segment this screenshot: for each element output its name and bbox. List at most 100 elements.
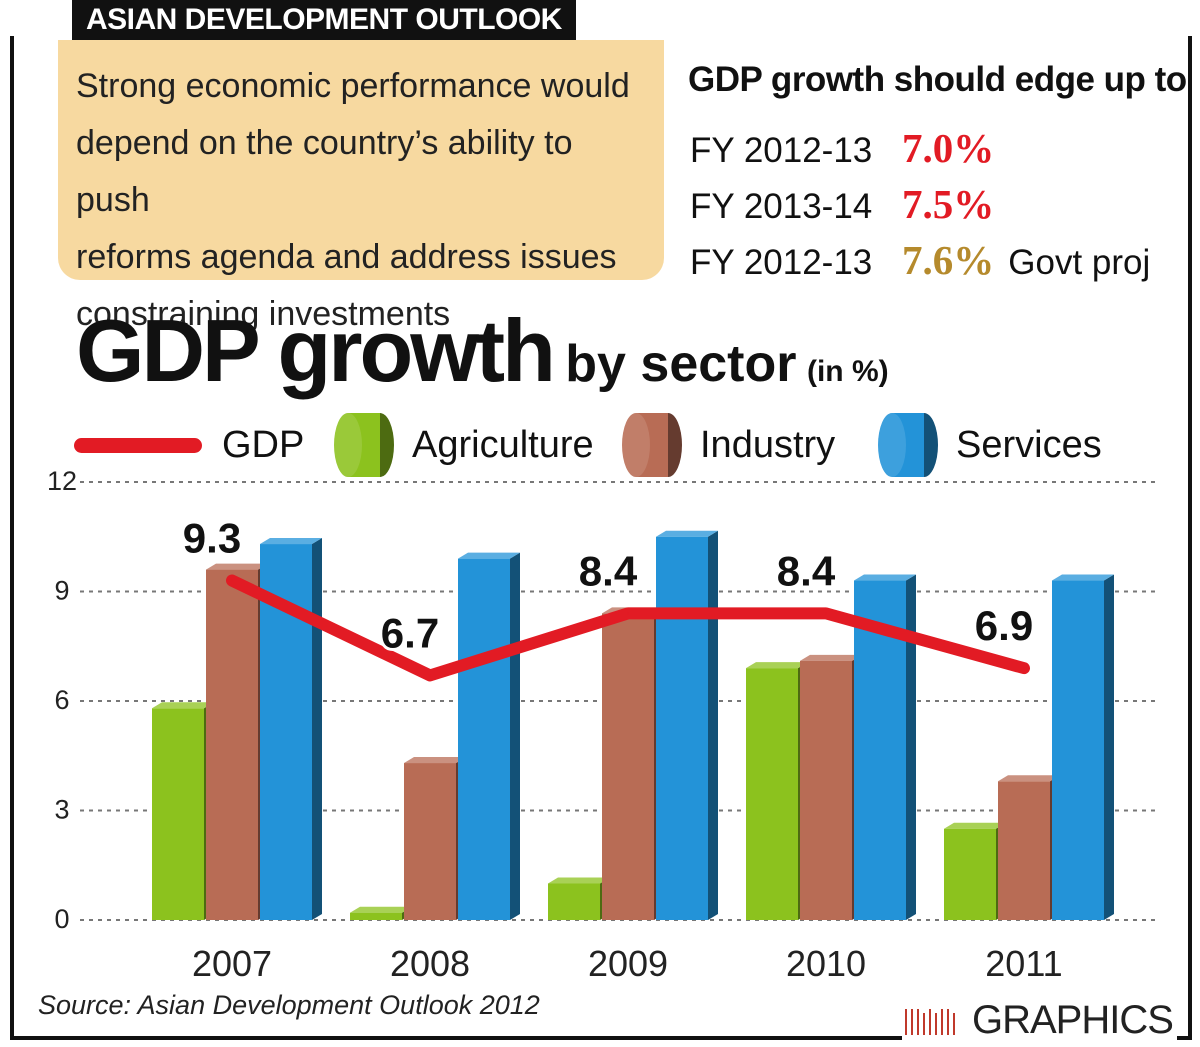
gdp-point-2008 xyxy=(429,674,431,677)
industry-swatch-icon xyxy=(614,411,690,479)
bar-top xyxy=(854,574,916,581)
graphics-credit: GRAPHICS xyxy=(902,998,1177,1043)
chart-title: GDP growth by sector (in %) xyxy=(76,300,889,402)
x-tick-label: 2011 xyxy=(985,943,1062,984)
summary-line: depend on the country’s ability to push xyxy=(76,124,573,219)
legend-item-gdp: GDP xyxy=(74,405,304,485)
bar-top xyxy=(746,662,808,669)
x-tick-label: 2007 xyxy=(192,943,272,984)
bar-top xyxy=(404,757,466,764)
legend-item-agriculture: Agriculture xyxy=(326,405,594,485)
source-note: Source: Asian Development Outlook 2012 xyxy=(38,990,540,1020)
projection-row: FY 2013-14 7.5% xyxy=(690,180,994,228)
bar-industry-2010 xyxy=(800,654,862,920)
legend-label: GDP xyxy=(222,423,305,466)
y-tick-label: 9 xyxy=(54,576,69,606)
publisher-logo-icon xyxy=(902,1004,962,1037)
projection-row: FY 2012-13 7.0% xyxy=(690,124,994,172)
gdp-data-label: 8.4 xyxy=(579,547,638,594)
bar-services-2011 xyxy=(1052,574,1114,920)
projection-value: 7.6% xyxy=(902,237,995,283)
projection-row: FY 2012-13 7.6% Govt proj xyxy=(690,236,1150,284)
services-swatch-icon xyxy=(870,411,946,479)
bar-front xyxy=(944,828,996,920)
agriculture-swatch-icon xyxy=(326,411,402,479)
projection-period: FY 2012-13 xyxy=(690,243,873,282)
bar-top xyxy=(656,530,718,537)
bar-front xyxy=(206,569,258,920)
bar-services-2009 xyxy=(656,530,718,920)
gdp-point-2011 xyxy=(1023,667,1025,670)
bar-chart: 0 3 6 9 12 2007 2008 2009 2010 2011 9.3 6.7 8.4 8.4 6.… xyxy=(47,470,1160,984)
x-tick-label: 2008 xyxy=(390,943,470,984)
bar-top xyxy=(944,822,1006,829)
infographic-frame xyxy=(10,36,1192,1040)
bar-front xyxy=(458,558,510,920)
bar-agriculture-2010 xyxy=(746,662,808,920)
credit-text: GRAPHICS xyxy=(972,998,1174,1042)
legend-label: Agriculture xyxy=(412,423,594,466)
summary-line: Strong economic performance would xyxy=(76,67,630,105)
chart-title-sub: by sector xyxy=(565,335,797,393)
bar-agriculture-2008 xyxy=(350,906,412,920)
bar-agriculture-2007 xyxy=(152,702,214,920)
gdp-data-label: 9.3 xyxy=(183,515,241,562)
bar-top xyxy=(548,877,610,884)
bar-front xyxy=(548,883,600,920)
chart-title-main: GDP growth xyxy=(76,301,556,400)
y-tick-label: 3 xyxy=(54,795,69,825)
bar-industry-2008 xyxy=(404,757,466,920)
bar-front xyxy=(656,536,708,920)
summary-line: constraining investments xyxy=(76,295,451,333)
legend-item-industry: Industry xyxy=(614,405,835,485)
gdp-point-2009 xyxy=(627,612,629,615)
projection-value: 7.0% xyxy=(902,125,995,171)
header-band: ASIAN DEVELOPMENT OUTLOOK xyxy=(72,0,576,40)
summary-line: reforms agenda and address issues xyxy=(76,238,617,276)
projection-value: 7.5% xyxy=(902,181,995,227)
bar-top xyxy=(152,702,214,709)
bar-services-2008 xyxy=(458,552,520,920)
bar-top xyxy=(206,563,268,570)
x-tick-label: 2009 xyxy=(588,943,668,984)
bar-side xyxy=(708,530,718,920)
bar-front xyxy=(152,708,204,920)
bar-top xyxy=(260,538,322,545)
bar-front xyxy=(800,660,852,920)
bar-industry-2011 xyxy=(998,775,1060,920)
bar-front xyxy=(1052,580,1104,920)
projection-title: GDP growth should edge up to xyxy=(688,60,1187,99)
bar-front xyxy=(350,912,402,920)
bar-front xyxy=(404,763,456,920)
y-tick-label: 0 xyxy=(54,904,69,934)
bar-side xyxy=(510,552,520,920)
bar-industry-2007 xyxy=(206,563,268,920)
x-tick-label: 2010 xyxy=(786,943,866,984)
legend-label: Industry xyxy=(700,423,836,466)
bar-agriculture-2011 xyxy=(944,822,1006,920)
gdp-data-label: 8.4 xyxy=(777,547,836,594)
bar-agriculture-2009 xyxy=(548,877,610,920)
legend-item-services: Services xyxy=(870,405,1102,485)
y-tick-label: 6 xyxy=(54,685,69,715)
bar-top xyxy=(458,552,520,559)
bar-front xyxy=(746,668,798,920)
bar-top xyxy=(350,906,412,913)
bar-top xyxy=(1052,574,1114,581)
chart-legend: GDP Agriculture Industry Services xyxy=(74,405,1174,485)
projection-period: FY 2013-14 xyxy=(690,187,873,226)
legend-label: Services xyxy=(956,423,1102,466)
bar-front xyxy=(998,781,1050,920)
bar-industry-2009 xyxy=(602,607,664,920)
bar-side xyxy=(1104,574,1114,920)
gdp-line-swatch xyxy=(74,437,202,453)
projection-note: Govt proj xyxy=(1008,243,1151,282)
bar-side xyxy=(312,538,322,920)
bar-top xyxy=(800,654,862,661)
bar-front xyxy=(602,613,654,920)
projection-period: FY 2012-13 xyxy=(690,131,873,170)
y-tick-label: 12 xyxy=(47,470,77,496)
gdp-point-2010 xyxy=(825,612,827,615)
summary-box: Strong economic performance would depend… xyxy=(58,40,664,333)
gdp-point-2007 xyxy=(231,579,233,582)
